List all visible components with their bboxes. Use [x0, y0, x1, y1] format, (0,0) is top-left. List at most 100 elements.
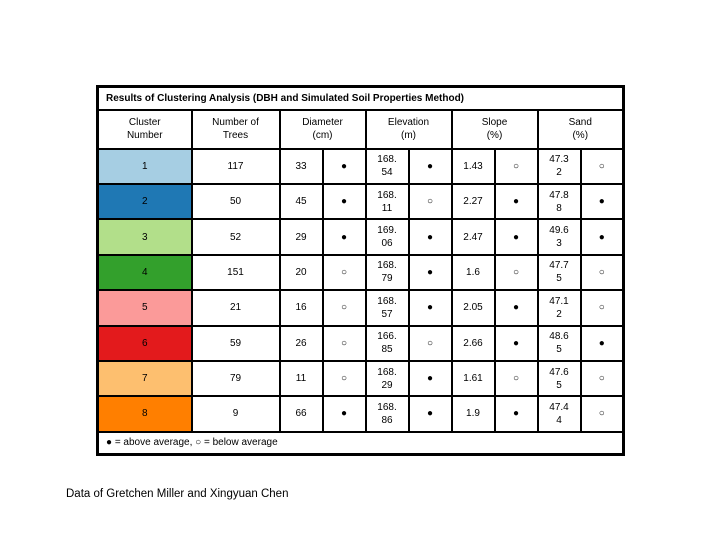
sand-flag-icon: ○	[579, 147, 625, 186]
trees-count-cell: 117	[190, 147, 281, 186]
sand-flag-icon: ●	[579, 218, 625, 256]
sand-flag-icon: ●	[579, 183, 625, 221]
diameter-value-cell: 33	[278, 147, 324, 186]
elevation-value-cell: 168. 57	[364, 289, 410, 327]
cluster-number-cell: 2	[96, 183, 193, 221]
trees-count-cell: 52	[190, 218, 281, 256]
elevation-value-cell: 168. 79	[364, 253, 410, 292]
sand-value-cell: 48.6 5	[536, 324, 582, 362]
diameter-flag-icon: ○	[321, 324, 367, 362]
elevation-flag-icon: ●	[407, 253, 453, 292]
elevation-flag-icon: ●	[407, 359, 453, 398]
col-header-sand: Sand (%)	[536, 109, 625, 150]
elevation-value-cell: 166. 85	[364, 324, 410, 362]
table-row: 2 50 45 ● 168. 11 ○ 2.27 ● 47.8 8 ●	[96, 183, 625, 221]
slope-value-cell: 2.05	[450, 289, 496, 327]
legend-row: ● = above average, ○ = below average	[96, 430, 625, 456]
table-row: 4 151 20 ○ 168. 79 ● 1.6 ○ 47.7 5 ○	[96, 253, 625, 292]
diameter-flag-icon: ○	[321, 289, 367, 327]
trees-count-cell: 9	[190, 395, 281, 433]
cluster-number-cell: 4	[96, 253, 193, 292]
slope-flag-icon: ●	[493, 183, 539, 221]
cluster-number-cell: 7	[96, 359, 193, 398]
elevation-flag-icon: ○	[407, 183, 453, 221]
diameter-value-cell: 66	[278, 395, 324, 433]
trees-count-cell: 79	[190, 359, 281, 398]
trees-count-cell: 151	[190, 253, 281, 292]
slope-value-cell: 2.47	[450, 218, 496, 256]
diameter-flag-icon: ●	[321, 395, 367, 433]
table-row: 7 79 11 ○ 168. 29 ● 1.61 ○ 47.6 5 ○	[96, 359, 625, 398]
slope-flag-icon: ●	[493, 289, 539, 327]
sand-value-cell: 47.1 2	[536, 289, 582, 327]
slope-value-cell: 1.9	[450, 395, 496, 433]
table-row: 6 59 26 ○ 166. 85 ○ 2.66 ● 48.6 5 ●	[96, 324, 625, 362]
sand-value-cell: 47.8 8	[536, 183, 582, 221]
elevation-flag-icon: ●	[407, 147, 453, 186]
col-header-number-of-trees: Number of Trees	[190, 109, 281, 150]
elevation-flag-icon: ●	[407, 289, 453, 327]
slope-flag-icon: ○	[493, 147, 539, 186]
elevation-value-cell: 168. 29	[364, 359, 410, 398]
diameter-flag-icon: ○	[321, 359, 367, 398]
slope-flag-icon: ○	[493, 359, 539, 398]
elevation-value-cell: 168. 11	[364, 183, 410, 221]
caption: Data of Gretchen Miller and Xingyuan Che…	[66, 488, 289, 500]
diameter-value-cell: 45	[278, 183, 324, 221]
cluster-number-cell: 6	[96, 324, 193, 362]
slope-flag-icon: ●	[493, 218, 539, 256]
table-row: 5 21 16 ○ 168. 57 ● 2.05 ● 47.1 2 ○	[96, 289, 625, 327]
sand-value-cell: 47.3 2	[536, 147, 582, 186]
diameter-flag-icon: ●	[321, 183, 367, 221]
col-header-elevation: Elevation (m)	[364, 109, 453, 150]
sand-flag-icon: ○	[579, 253, 625, 292]
cluster-number-cell: 8	[96, 395, 193, 433]
slope-value-cell: 1.43	[450, 147, 496, 186]
slope-value-cell: 1.6	[450, 253, 496, 292]
cluster-number-cell: 3	[96, 218, 193, 256]
table-row: 1 117 33 ● 168. 54 ● 1.43 ○ 47.3 2 ○	[96, 147, 625, 186]
diameter-value-cell: 29	[278, 218, 324, 256]
trees-count-cell: 50	[190, 183, 281, 221]
legend-text: ● = above average, ○ = below average	[96, 430, 625, 456]
elevation-value-cell: 169. 06	[364, 218, 410, 256]
diameter-flag-icon: ●	[321, 147, 367, 186]
table-title: Results of Clustering Analysis (DBH and …	[96, 85, 625, 112]
table-row: 3 52 29 ● 169. 06 ● 2.47 ● 49.6 3 ●	[96, 218, 625, 256]
header-row: Cluster Number Number of Trees Diameter …	[96, 109, 625, 150]
slope-flag-icon: ●	[493, 395, 539, 433]
elevation-flag-icon: ●	[407, 395, 453, 433]
diameter-value-cell: 11	[278, 359, 324, 398]
col-header-slope: Slope (%)	[450, 109, 539, 150]
trees-count-cell: 21	[190, 289, 281, 327]
slope-value-cell: 2.66	[450, 324, 496, 362]
sand-value-cell: 47.6 5	[536, 359, 582, 398]
table-row: 8 9 66 ● 168. 86 ● 1.9 ● 47.4 4 ○	[96, 395, 625, 433]
title-row: Results of Clustering Analysis (DBH and …	[96, 85, 625, 112]
sand-flag-icon: ○	[579, 359, 625, 398]
sand-value-cell: 49.6 3	[536, 218, 582, 256]
slope-flag-icon: ●	[493, 324, 539, 362]
diameter-value-cell: 26	[278, 324, 324, 362]
slope-value-cell: 1.61	[450, 359, 496, 398]
elevation-value-cell: 168. 86	[364, 395, 410, 433]
cluster-number-cell: 1	[96, 147, 193, 186]
elevation-flag-icon: ●	[407, 218, 453, 256]
trees-count-cell: 59	[190, 324, 281, 362]
slope-flag-icon: ○	[493, 253, 539, 292]
diameter-flag-icon: ●	[321, 218, 367, 256]
sand-flag-icon: ○	[579, 289, 625, 327]
diameter-value-cell: 20	[278, 253, 324, 292]
sand-flag-icon: ●	[579, 324, 625, 362]
sand-value-cell: 47.7 5	[536, 253, 582, 292]
results-table: Results of Clustering Analysis (DBH and …	[96, 85, 626, 456]
elevation-value-cell: 168. 54	[364, 147, 410, 186]
diameter-flag-icon: ○	[321, 253, 367, 292]
elevation-flag-icon: ○	[407, 324, 453, 362]
slope-value-cell: 2.27	[450, 183, 496, 221]
sand-flag-icon: ○	[579, 395, 625, 433]
col-header-cluster-number: Cluster Number	[96, 109, 193, 150]
cluster-number-cell: 5	[96, 289, 193, 327]
sand-value-cell: 47.4 4	[536, 395, 582, 433]
